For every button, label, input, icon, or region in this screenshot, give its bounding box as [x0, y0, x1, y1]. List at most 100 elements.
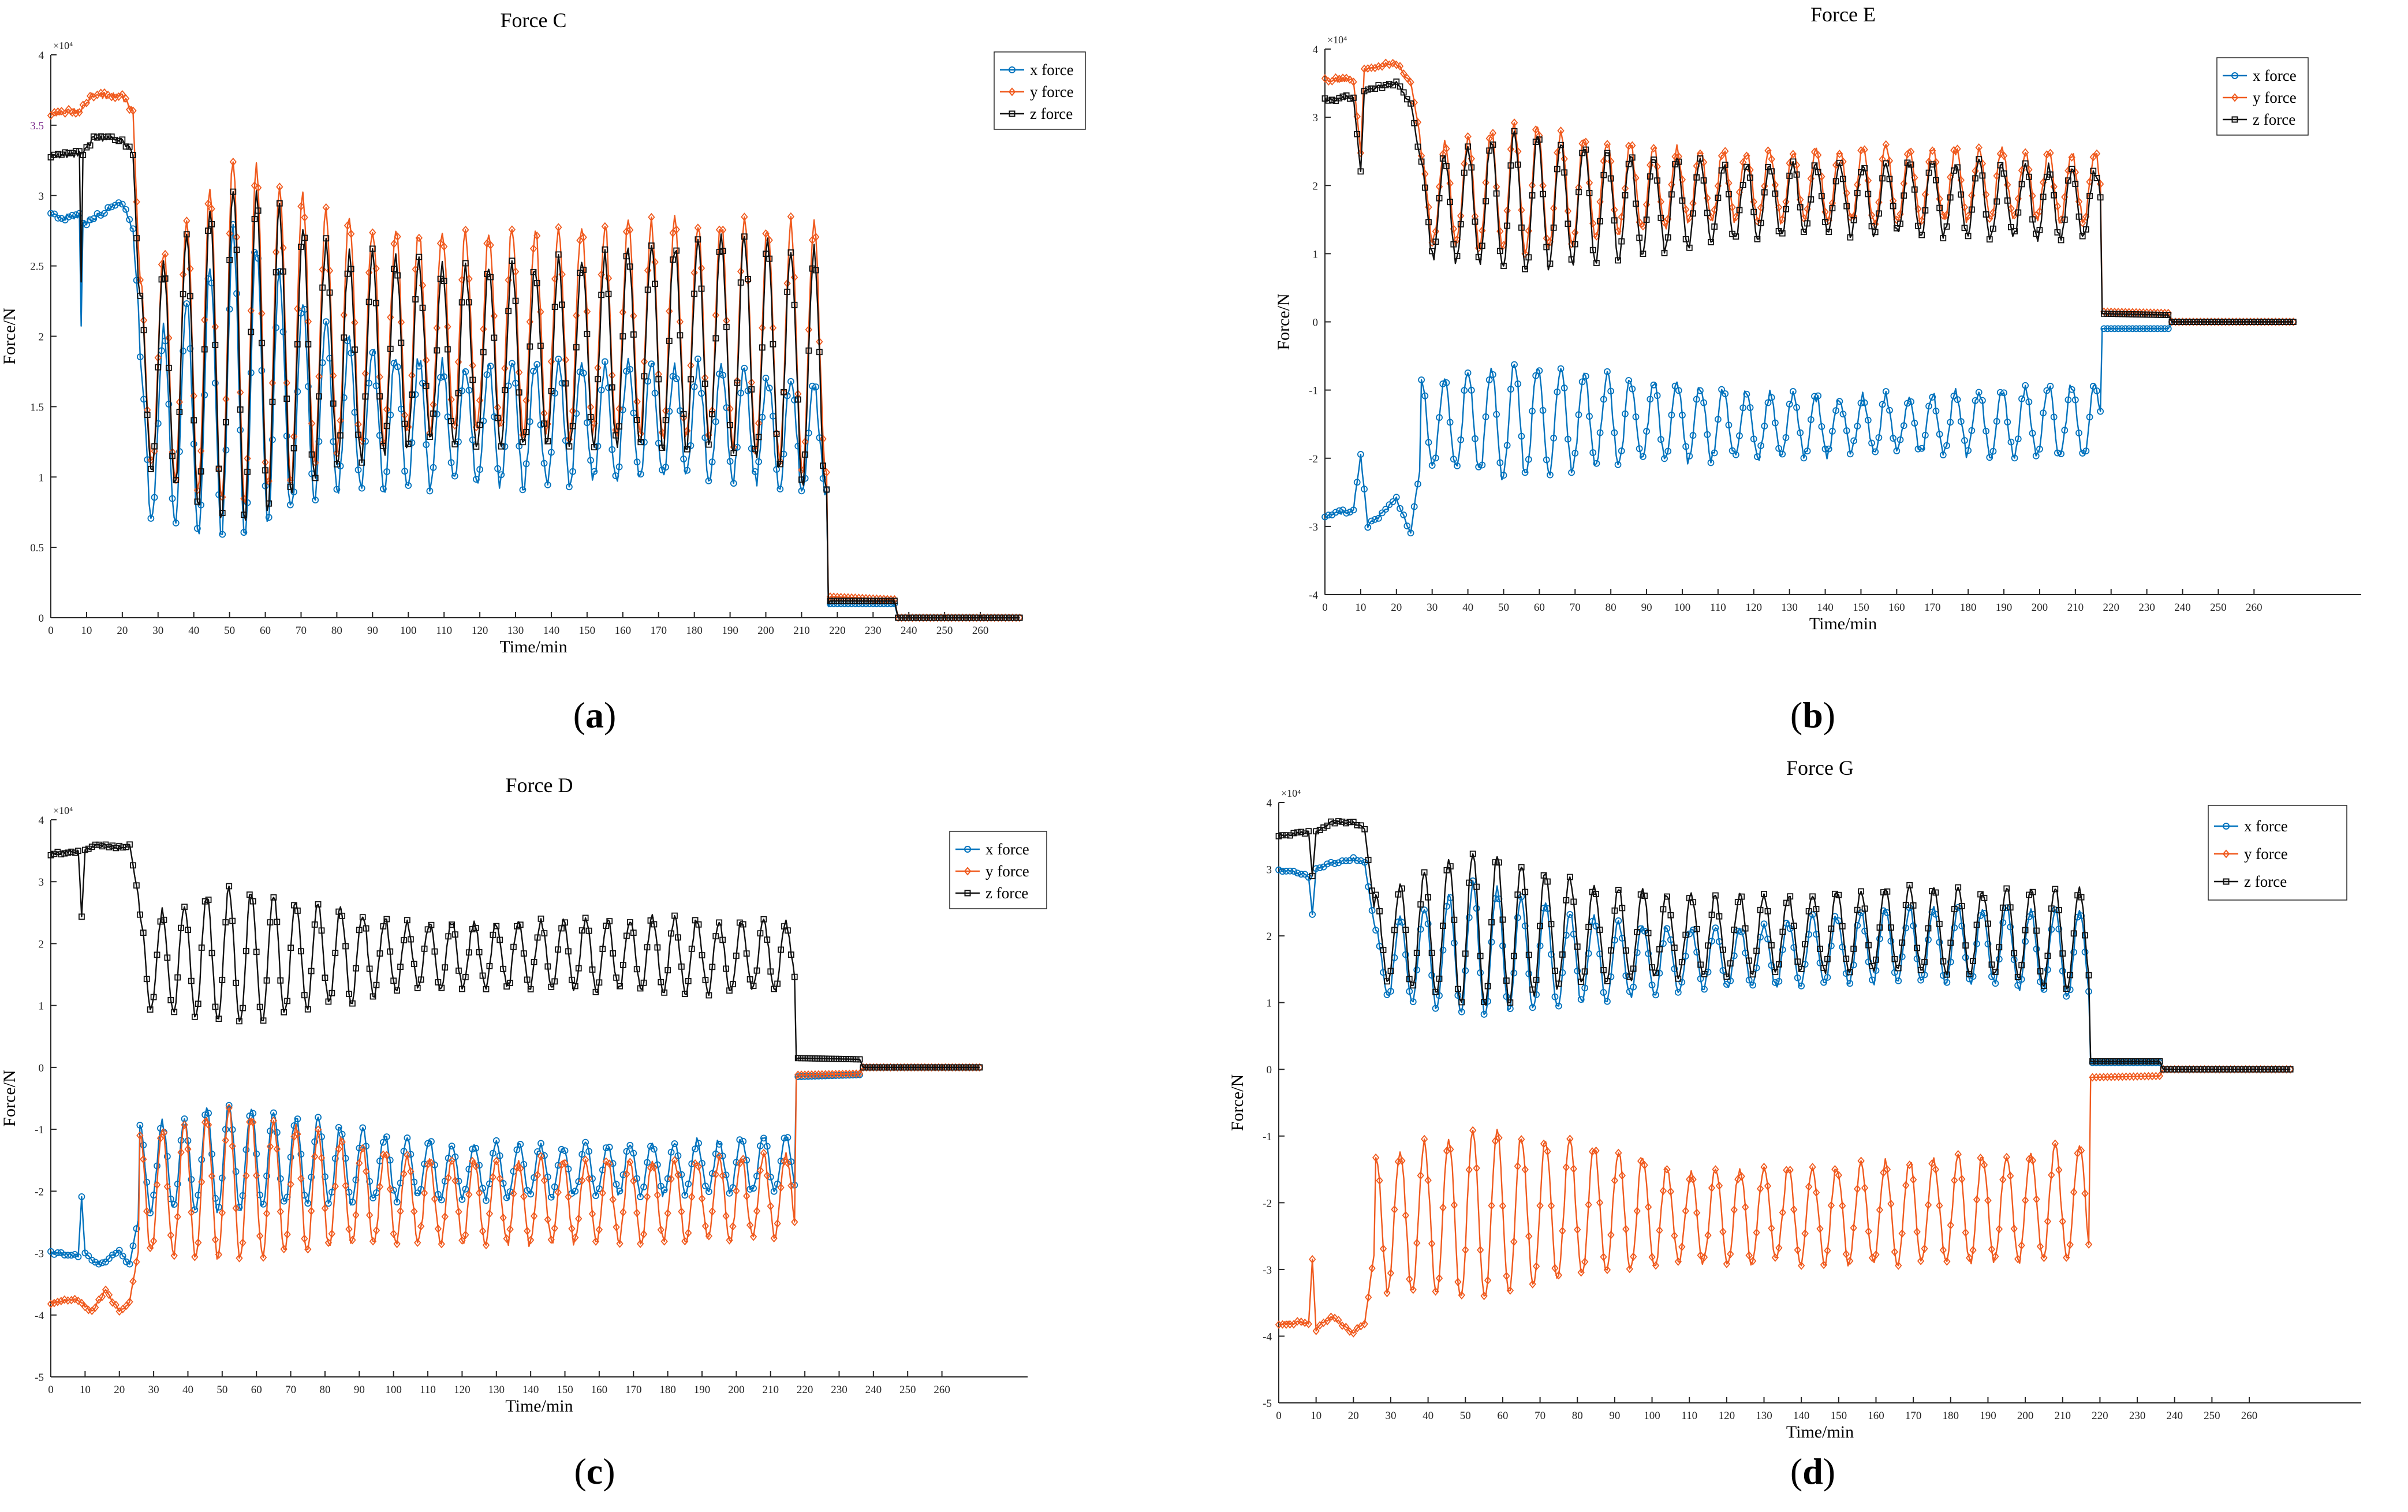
data-point [2261, 319, 2268, 325]
data-point [1529, 192, 1536, 199]
data-point [404, 1134, 411, 1141]
data-point [1943, 1257, 1951, 1266]
data-point [390, 977, 397, 984]
data-point [712, 1170, 719, 1179]
data-point [1376, 908, 1383, 914]
data-point [1876, 1205, 1884, 1215]
series-line [1278, 857, 2291, 1070]
y-tick-label: 1 [1267, 998, 1272, 1010]
data-point [1543, 244, 1550, 251]
x-tick-label: 140 [1793, 1410, 1810, 1422]
data-point [1641, 893, 1648, 899]
data-point [1708, 1184, 1716, 1193]
data-point [2276, 319, 2283, 325]
data-point [1727, 960, 1734, 967]
data-point [856, 598, 862, 604]
data-point [1600, 395, 1607, 403]
data-point [1779, 928, 1786, 935]
data-point [1525, 254, 1532, 261]
data-point [2059, 950, 2066, 957]
data-point [2118, 311, 2125, 318]
data-point [1983, 211, 1989, 218]
data-point [680, 456, 687, 462]
data-point [167, 1231, 174, 1240]
data-point [1824, 1246, 1831, 1255]
data-point [201, 1111, 209, 1118]
data-point [365, 298, 372, 305]
data-point [1346, 509, 1354, 516]
data-point [637, 471, 644, 478]
data-point [287, 1153, 294, 1161]
data-point [212, 1003, 219, 1010]
data-point [1898, 953, 1906, 960]
data-point [74, 1253, 82, 1260]
data-point [1565, 221, 1571, 227]
data-point [1503, 977, 1510, 984]
y-tick-label: 1 [39, 1000, 44, 1013]
data-point [740, 1155, 747, 1164]
data-point [323, 235, 330, 242]
data-point [2036, 446, 2043, 453]
data-point [1364, 86, 1371, 93]
data-point [1910, 922, 1917, 929]
data-point [2008, 224, 2014, 230]
data-point [1868, 439, 1875, 447]
data-point [887, 598, 894, 604]
data-point [1364, 524, 1372, 531]
data-point [911, 1064, 918, 1071]
data-point [342, 1181, 349, 1190]
data-point [358, 484, 365, 492]
data-point [354, 466, 362, 473]
data-point [1548, 921, 1555, 928]
data-point [188, 1176, 195, 1183]
data-point [2265, 319, 2272, 325]
data-point [819, 475, 827, 482]
data-point [572, 983, 578, 990]
data-point [1918, 445, 1925, 452]
data-point [514, 923, 520, 929]
data-point [186, 264, 194, 273]
data-point [318, 1133, 325, 1140]
data-point [613, 432, 619, 439]
data-point [71, 1294, 79, 1304]
data-point [1731, 927, 1738, 933]
data-point [1882, 140, 1890, 149]
data-point [2115, 325, 2122, 333]
data-point [428, 1138, 435, 1145]
data-point [1566, 911, 1574, 918]
data-point [1829, 205, 1836, 212]
data-point [2138, 1058, 2144, 1065]
data-point [2037, 968, 2044, 975]
y-tick-label: 0.5 [30, 542, 44, 554]
data-point [2208, 319, 2215, 325]
data-point [72, 109, 80, 118]
data-point [476, 421, 483, 428]
data-point [1622, 1224, 1630, 1234]
data-point [1947, 194, 1954, 201]
x-tick-label: 260 [2241, 1410, 2258, 1422]
data-point [1886, 176, 1893, 182]
data-point [1914, 944, 1921, 951]
data-point [112, 136, 118, 143]
data-point [1629, 154, 1636, 161]
data-point [555, 356, 562, 363]
data-point [1760, 1163, 1768, 1171]
data-point [1436, 195, 1443, 201]
data-point [1818, 172, 1825, 181]
data-point [308, 451, 315, 458]
x-tick-label: 110 [420, 1384, 436, 1396]
data-point [493, 923, 500, 929]
data-point [705, 1231, 713, 1241]
data-point [359, 1144, 367, 1153]
data-point [1943, 971, 1950, 978]
data-point [1921, 1244, 1928, 1253]
x-tick-label: 20 [1391, 602, 1402, 614]
data-point [935, 1064, 942, 1071]
data-point [2072, 181, 2079, 188]
data-point [2125, 325, 2133, 333]
data-point [1608, 947, 1614, 954]
data-point [359, 459, 365, 466]
data-point [1325, 97, 1332, 104]
data-point [1907, 398, 1915, 405]
